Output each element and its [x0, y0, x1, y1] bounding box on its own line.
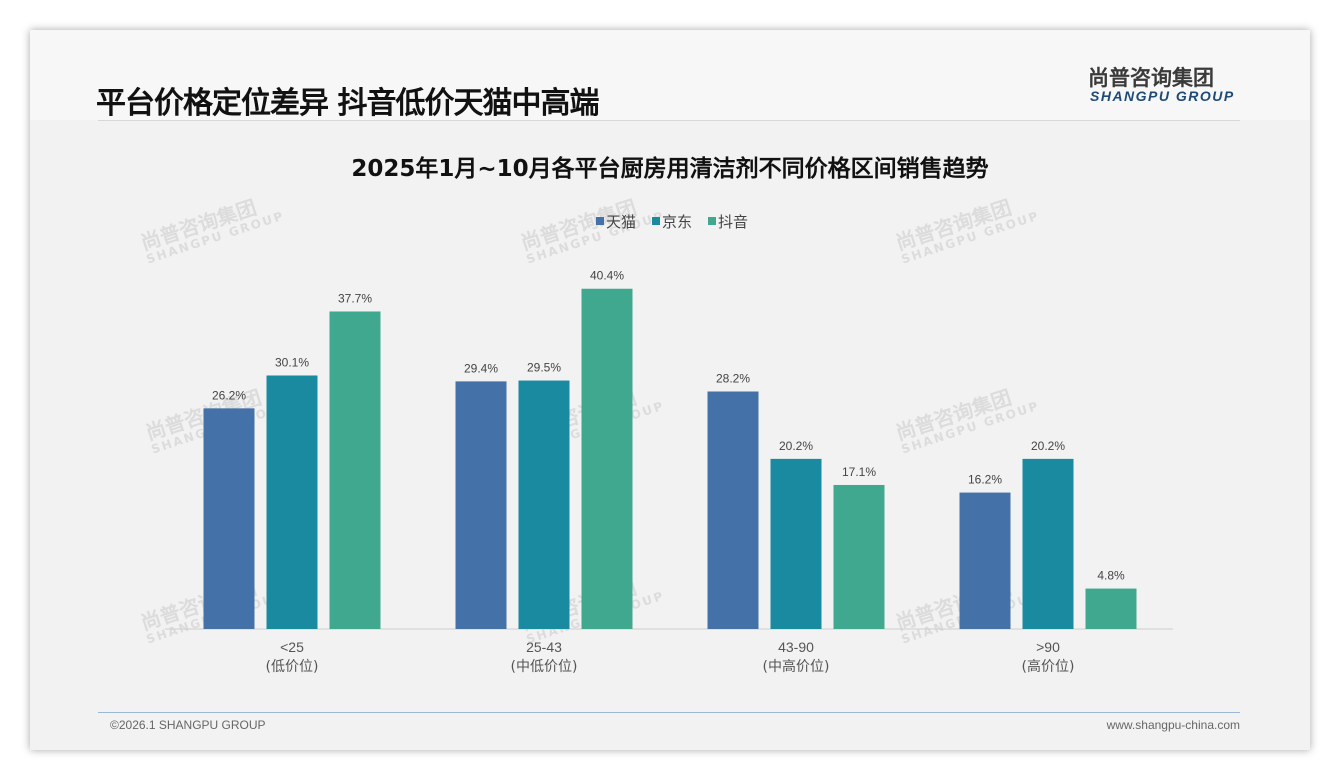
- x-tick-label: <25: [280, 639, 304, 655]
- bar: [1022, 458, 1074, 629]
- data-label: 28.2%: [716, 371, 750, 385]
- legend-swatch: [652, 217, 660, 225]
- x-tick-label: >90: [1036, 639, 1060, 655]
- header-band: [30, 30, 1310, 120]
- x-tick-label: 43-90: [778, 639, 814, 655]
- x-tick-label: 25-43: [526, 639, 562, 655]
- x-tick-sublabel: (高价位): [1022, 658, 1075, 675]
- bar: [329, 311, 381, 629]
- data-label: 16.2%: [968, 473, 1002, 487]
- bar: [1085, 588, 1137, 629]
- data-label: 4.8%: [1097, 569, 1125, 583]
- bar: [959, 492, 1011, 629]
- logo-text-en: SHANGPU GROUP: [1090, 88, 1235, 104]
- data-label: 20.2%: [1031, 439, 1065, 453]
- footer-website: www.shangpu-china.com: [1106, 718, 1240, 732]
- legend-swatch: [596, 217, 604, 225]
- logo-text-cn: 尚普咨询集团: [1088, 66, 1214, 90]
- bar: [266, 375, 318, 629]
- data-label: 29.4%: [464, 361, 498, 375]
- page-title: 平台价格定位差异 抖音低价天猫中高端: [96, 86, 599, 121]
- data-label: 17.1%: [842, 465, 876, 479]
- x-tick-sublabel: (低价位): [266, 659, 319, 675]
- data-label: 30.1%: [275, 355, 309, 369]
- data-label: 20.2%: [779, 439, 813, 453]
- bar: [455, 381, 507, 629]
- legend-label: 京东: [662, 213, 692, 231]
- header-divider: [98, 120, 1240, 121]
- data-label: 26.2%: [212, 388, 246, 402]
- data-label: 40.4%: [590, 269, 624, 283]
- x-tick-sublabel: (中高价位): [763, 658, 830, 675]
- footer-copyright: ©2026.1 SHANGPU GROUP: [110, 718, 266, 732]
- legend-swatch: [708, 217, 716, 225]
- legend-label: 抖音: [718, 213, 748, 231]
- x-tick-sublabel: (中低价位): [511, 659, 578, 675]
- chart-title: 2025年1月~10月各平台厨房用清洁剂不同价格区间销售趋势: [351, 155, 988, 182]
- bar: [707, 391, 759, 629]
- bar: [770, 458, 822, 629]
- bar: [833, 484, 885, 629]
- data-label: 37.7%: [338, 291, 372, 305]
- data-label: 29.5%: [527, 361, 561, 375]
- bar: [581, 288, 633, 629]
- bar: [518, 380, 570, 629]
- legend-label: 天猫: [606, 213, 636, 231]
- slide: 平台价格定位差异 抖音低价天猫中高端 尚普咨询集团 SHANGPU GROUP …: [30, 30, 1310, 750]
- bar: [203, 408, 255, 629]
- footer-divider: [98, 712, 1240, 713]
